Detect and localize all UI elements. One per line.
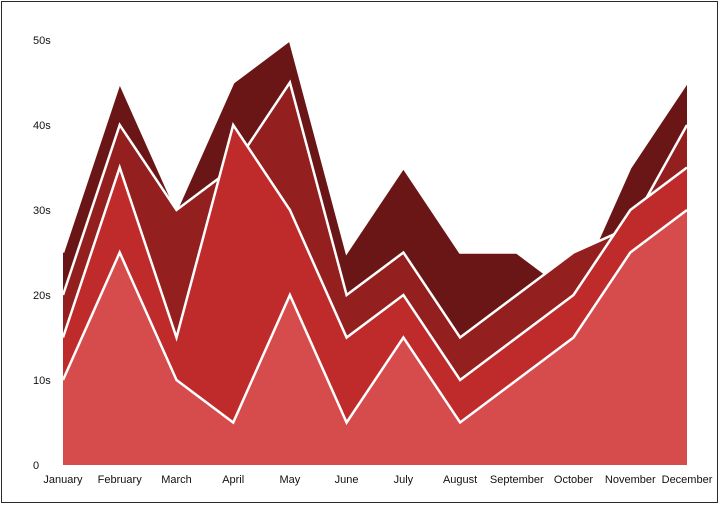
x-tick-label: July xyxy=(394,474,414,486)
x-tick-label: November xyxy=(605,474,656,486)
x-tick-label: December xyxy=(662,474,713,486)
area-series-1 xyxy=(63,210,687,465)
y-tick-label: 30s xyxy=(33,205,51,217)
x-tick-label: February xyxy=(98,474,143,486)
x-tick-label: January xyxy=(43,474,83,486)
y-tick-label: 0 xyxy=(33,460,39,472)
x-tick-label: March xyxy=(161,474,192,486)
y-tick-label: 10s xyxy=(33,375,51,387)
y-tick-label: 20s xyxy=(33,290,51,302)
x-tick-label: October xyxy=(554,474,593,486)
area-layers xyxy=(61,37,689,465)
x-tick-label: May xyxy=(280,474,301,486)
x-tick-label: September xyxy=(490,474,544,486)
series-edge-line-3 xyxy=(61,79,689,340)
y-axis-labels: 0 10s 20s 30s 40s 50s xyxy=(33,35,51,472)
x-tick-label: April xyxy=(222,474,244,486)
x-axis-labels: January February March April May June July Augu… xyxy=(43,474,712,486)
y-tick-label: 40s xyxy=(33,120,51,132)
series-edge-line-1 xyxy=(61,208,688,426)
x-tick-label: August xyxy=(443,474,477,486)
x-tick-label: June xyxy=(335,474,359,486)
series-edge-line-2 xyxy=(61,122,688,382)
y-tick-label: 50s xyxy=(33,35,51,47)
